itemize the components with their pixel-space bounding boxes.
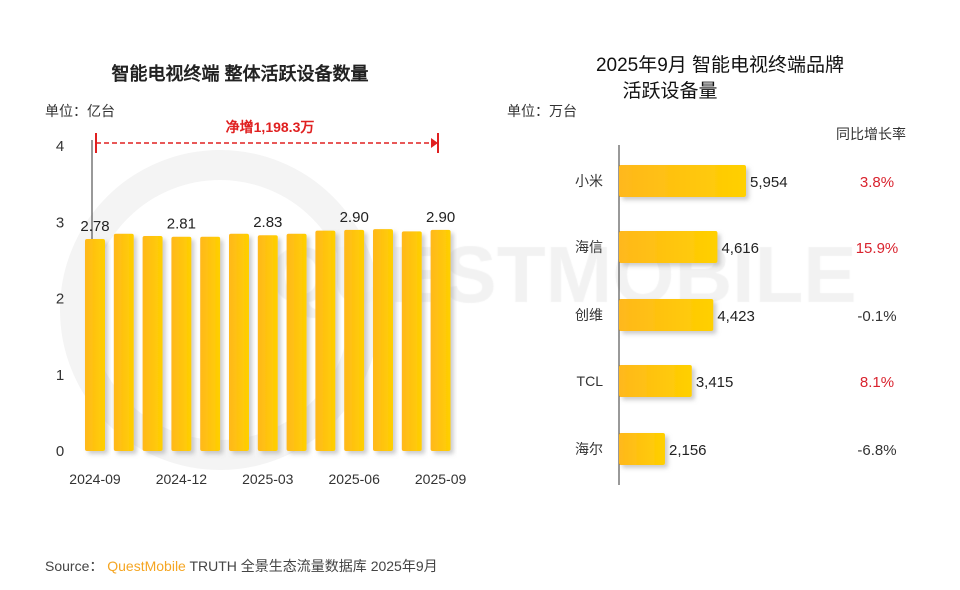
bar-2024-12 [171,236,192,451]
bar-2025-05 [315,230,336,451]
growth-rate: -0.1% [857,308,896,325]
data-label: 2.81 [167,216,196,233]
bar-2024-09 [85,239,105,451]
right-unit-label: 单位：万台 [507,103,577,119]
right-chart-title: 2025年9月 智能电视终端品牌 [595,55,845,76]
growth-rate: -6.8% [857,442,896,459]
y-tick-label: 1 [56,367,64,384]
bar-创维 [619,299,714,331]
bar-2025-01 [200,236,221,451]
x-tick-label: 2025-06 [329,471,381,487]
value-label: 4,423 [717,308,755,325]
value-label: 5,954 [750,174,788,191]
bar-2025-02 [229,233,249,451]
bar-2025-04 [286,233,307,451]
bar-2025-09 [430,229,451,451]
left-unit-label: 单位：亿台 [45,103,115,119]
annotation-arrowhead [431,138,438,148]
source-brand: QuestMobile [107,558,186,574]
bar-小米 [619,165,746,197]
bar-2024-10 [113,233,134,451]
brand-label: 海尔 [575,441,603,457]
bar-2024-11 [142,235,163,451]
brand-label: 创维 [575,307,603,323]
y-tick-label: 0 [56,443,64,460]
growth-rate: 8.1% [860,374,894,391]
net-increase-annotation: 净增1,198.3万 [225,119,315,135]
value-label: 3,415 [696,374,734,391]
brand-label: 小米 [575,173,603,189]
bar-TCL [619,365,692,397]
bar-2025-08 [401,231,422,451]
bar-2025-06 [344,229,365,451]
data-label: 2.83 [253,214,282,231]
value-label: 2,156 [669,442,707,459]
data-label: 2.90 [340,209,369,226]
source-suffix: TRUTH 全景生态流量数据库 2025年9月 [189,558,438,574]
x-tick-label: 2025-03 [242,471,294,487]
growth-rate: 15.9% [856,240,899,257]
y-tick-label: 2 [56,291,64,308]
y-tick-label: 3 [56,214,64,231]
bar-海信 [619,231,718,263]
value-label: 4,616 [721,240,759,257]
bar-2025-03 [257,235,278,451]
growth-rate: 3.8% [860,174,894,191]
brand-label: 海信 [575,239,603,255]
data-label: 2.90 [426,209,455,226]
x-tick-label: 2025-09 [415,471,467,487]
bar-海尔 [619,433,665,465]
bar-2025-07 [373,229,393,451]
y-tick-label: 4 [56,138,64,155]
source-prefix: Source： [45,558,104,574]
x-tick-label: 2024-12 [156,471,208,487]
x-tick-label: 2024-09 [69,471,121,487]
brand-label: TCL [577,373,604,389]
source-line: Source： QuestMobile TRUTH 全景生态流量数据库 2025… [45,556,438,576]
data-label: 2.78 [80,218,109,235]
left-chart-title: 智能电视终端 整体活跃设备数量 [111,64,369,84]
right-chart-title-line2: 活跃设备量 [622,81,718,102]
growth-header: 同比增长率 [836,126,906,142]
